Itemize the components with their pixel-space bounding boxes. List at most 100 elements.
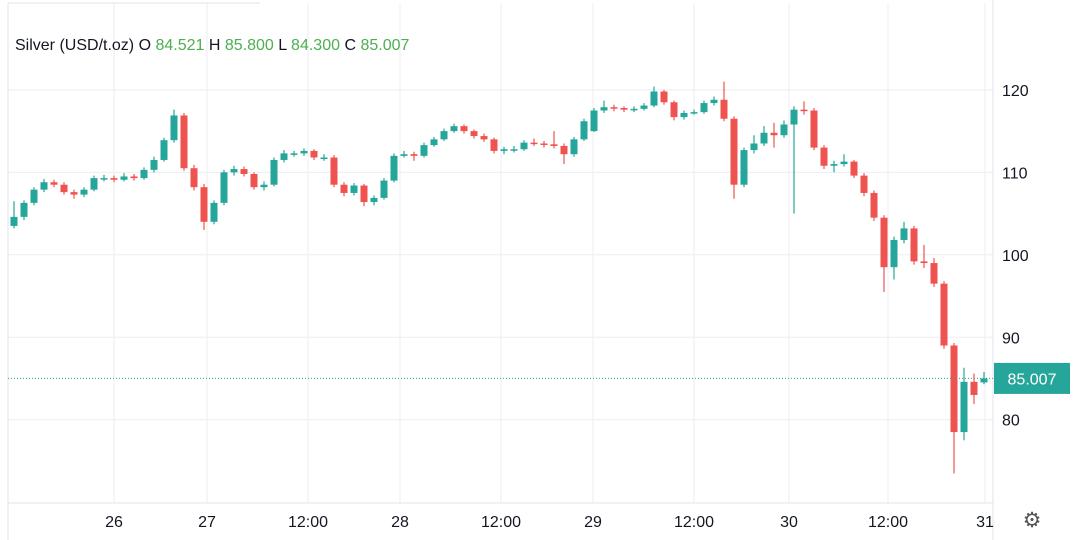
candle-body <box>700 103 708 113</box>
candle-down <box>360 183 368 207</box>
candle-up <box>120 173 128 182</box>
candle-up <box>700 100 708 114</box>
candle-body <box>230 169 238 173</box>
candle-body <box>450 126 458 132</box>
candle-down <box>770 122 778 148</box>
x-tick-label: 12:00 <box>481 514 521 531</box>
candle-body <box>50 182 58 185</box>
candle-up <box>590 108 598 132</box>
candle-body <box>480 136 488 140</box>
candle-body <box>10 216 18 226</box>
x-tick-label: 12:00 <box>868 514 908 531</box>
candle-up <box>960 367 968 441</box>
candle-up <box>390 153 398 183</box>
gear-icon[interactable]: ⚙ <box>1022 509 1042 532</box>
candle-up <box>20 200 28 221</box>
high-value: 85.800 <box>224 37 274 54</box>
candle-up <box>320 154 328 161</box>
candle-up <box>510 145 518 153</box>
candle-up <box>600 100 608 113</box>
candle-down <box>50 179 58 188</box>
candle-body <box>750 143 758 151</box>
candle-down <box>540 141 548 148</box>
candle-body <box>860 175 868 193</box>
candle-up <box>400 150 408 158</box>
candle-down <box>820 145 828 170</box>
candle-body <box>980 378 988 383</box>
candle-up <box>890 236 898 280</box>
candle-up <box>640 103 648 111</box>
candle-body <box>170 115 178 141</box>
candle-body <box>920 261 928 264</box>
candle-body <box>520 142 528 150</box>
candle-up <box>690 109 698 115</box>
candle-body <box>690 112 698 114</box>
time-axis[interactable]: 26 27 12:00 28 12:00 29 12:00 30 12:00 31 <box>105 514 994 531</box>
candle-body <box>950 345 958 433</box>
candle-down <box>560 143 568 165</box>
candle-down <box>620 106 628 113</box>
candle-down <box>550 131 558 149</box>
candle-down <box>850 159 858 179</box>
candle-body <box>110 178 118 180</box>
candle-body <box>720 99 728 119</box>
candle-down <box>240 166 248 177</box>
candle-up <box>440 128 448 142</box>
candle-body <box>340 184 348 193</box>
last-price-badge <box>994 362 1070 394</box>
candle-up <box>290 150 298 157</box>
candle-up <box>520 140 528 151</box>
candle-down <box>130 173 138 181</box>
candle-up <box>270 157 278 187</box>
candle-down <box>530 138 538 146</box>
candle-body <box>600 107 608 111</box>
candle-body <box>500 149 508 151</box>
candle-body <box>780 124 788 136</box>
candle-up <box>450 123 458 133</box>
candle-up <box>750 135 758 154</box>
candle-down <box>310 149 318 160</box>
candle-body <box>280 153 288 160</box>
candle-body <box>240 169 248 174</box>
candle-body <box>550 144 558 146</box>
candle-body <box>270 159 278 185</box>
candle-body <box>220 172 228 203</box>
y-tick-label: 120 <box>1002 83 1029 100</box>
price-axis[interactable]: 80 90 100 110 120 <box>1002 83 1029 430</box>
candle-up <box>280 150 288 163</box>
candle-body <box>870 192 878 218</box>
candle-body <box>100 178 108 180</box>
candle-body <box>80 189 88 195</box>
candle-up <box>500 146 508 155</box>
candle-body <box>90 178 98 190</box>
candle-up <box>140 167 148 180</box>
candle-down <box>480 133 488 142</box>
x-tick-label: 31 <box>976 514 994 531</box>
candle-down <box>730 116 738 199</box>
candle-body <box>740 150 748 185</box>
candle-body <box>490 139 498 151</box>
candle-up <box>760 126 768 146</box>
candle-body <box>770 132 778 136</box>
candle-body <box>40 182 48 190</box>
candle-up <box>170 109 178 143</box>
candle-body <box>530 142 538 145</box>
ohlc-legend: Silver (USD/t.oz) O 84.521 H 85.800 L 84… <box>15 37 409 55</box>
candle-up <box>160 137 168 162</box>
candle-body <box>940 283 948 346</box>
candle-body <box>130 176 138 179</box>
candle-down <box>860 173 868 197</box>
candle-up <box>420 142 428 158</box>
grid <box>8 3 993 503</box>
candle-body <box>900 228 908 240</box>
candle-body <box>620 108 628 110</box>
candle-body <box>420 145 428 156</box>
candle-body <box>580 121 588 140</box>
candle-body <box>250 173 258 188</box>
y-tick-label: 110 <box>1002 165 1028 182</box>
candle-body <box>730 118 738 185</box>
candle-body <box>570 139 578 155</box>
candle-body <box>410 154 418 156</box>
candle-body <box>440 131 448 140</box>
